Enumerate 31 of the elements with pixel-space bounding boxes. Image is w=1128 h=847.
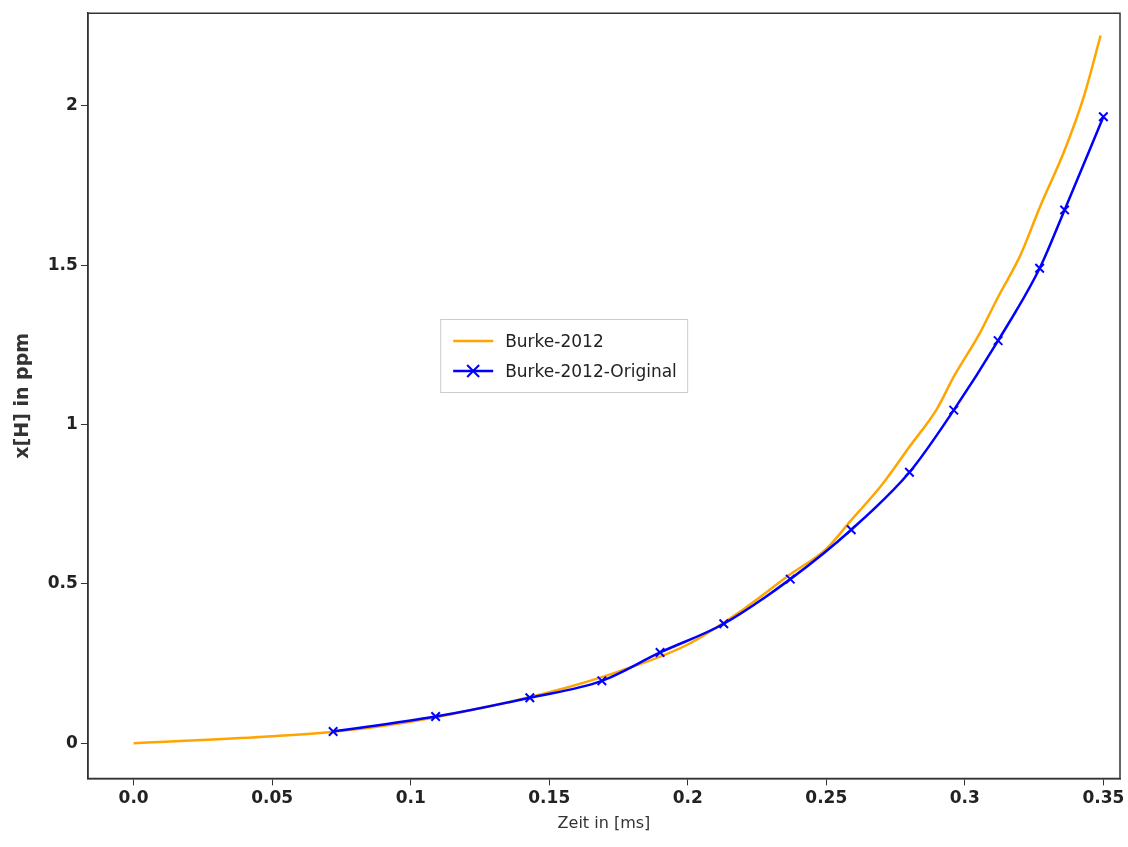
x-tick-label: 0.3 — [949, 787, 980, 808]
point — [785, 573, 796, 585]
x-tick-label: 0.05 — [251, 787, 294, 808]
legend-label: Burke-2012-Original — [505, 359, 677, 383]
x-tick-label: 0.2 — [672, 787, 703, 808]
point — [524, 692, 536, 703]
point — [596, 675, 608, 687]
point — [327, 726, 339, 737]
x-tick-label: 0.25 — [805, 787, 848, 808]
x-tick-label: 0.15 — [528, 787, 571, 808]
x-tick-label: 0.0 — [118, 787, 149, 808]
point — [654, 647, 666, 658]
point — [846, 524, 857, 535]
legend-label: Burke-2012 — [505, 329, 604, 353]
x-tick-label: 0.35 — [1082, 787, 1125, 808]
point — [430, 711, 441, 722]
point — [1059, 204, 1070, 216]
point — [1098, 111, 1109, 123]
y-tick-label: 1 — [66, 412, 78, 433]
y-tick-label: 1.5 — [47, 253, 78, 274]
x-axis-title: Zeit in [ms] — [557, 812, 651, 832]
point — [948, 404, 959, 416]
y-axis-title: x[H] in ppm — [10, 332, 33, 459]
point — [718, 618, 730, 630]
point — [904, 467, 915, 478]
y-tick-label: 0 — [66, 731, 79, 752]
point — [1034, 263, 1045, 274]
y-tick-label: 2 — [66, 94, 78, 115]
point — [992, 335, 1004, 346]
x-tick-label: 0.1 — [395, 787, 426, 808]
y-tick-label: 0.5 — [47, 572, 78, 593]
